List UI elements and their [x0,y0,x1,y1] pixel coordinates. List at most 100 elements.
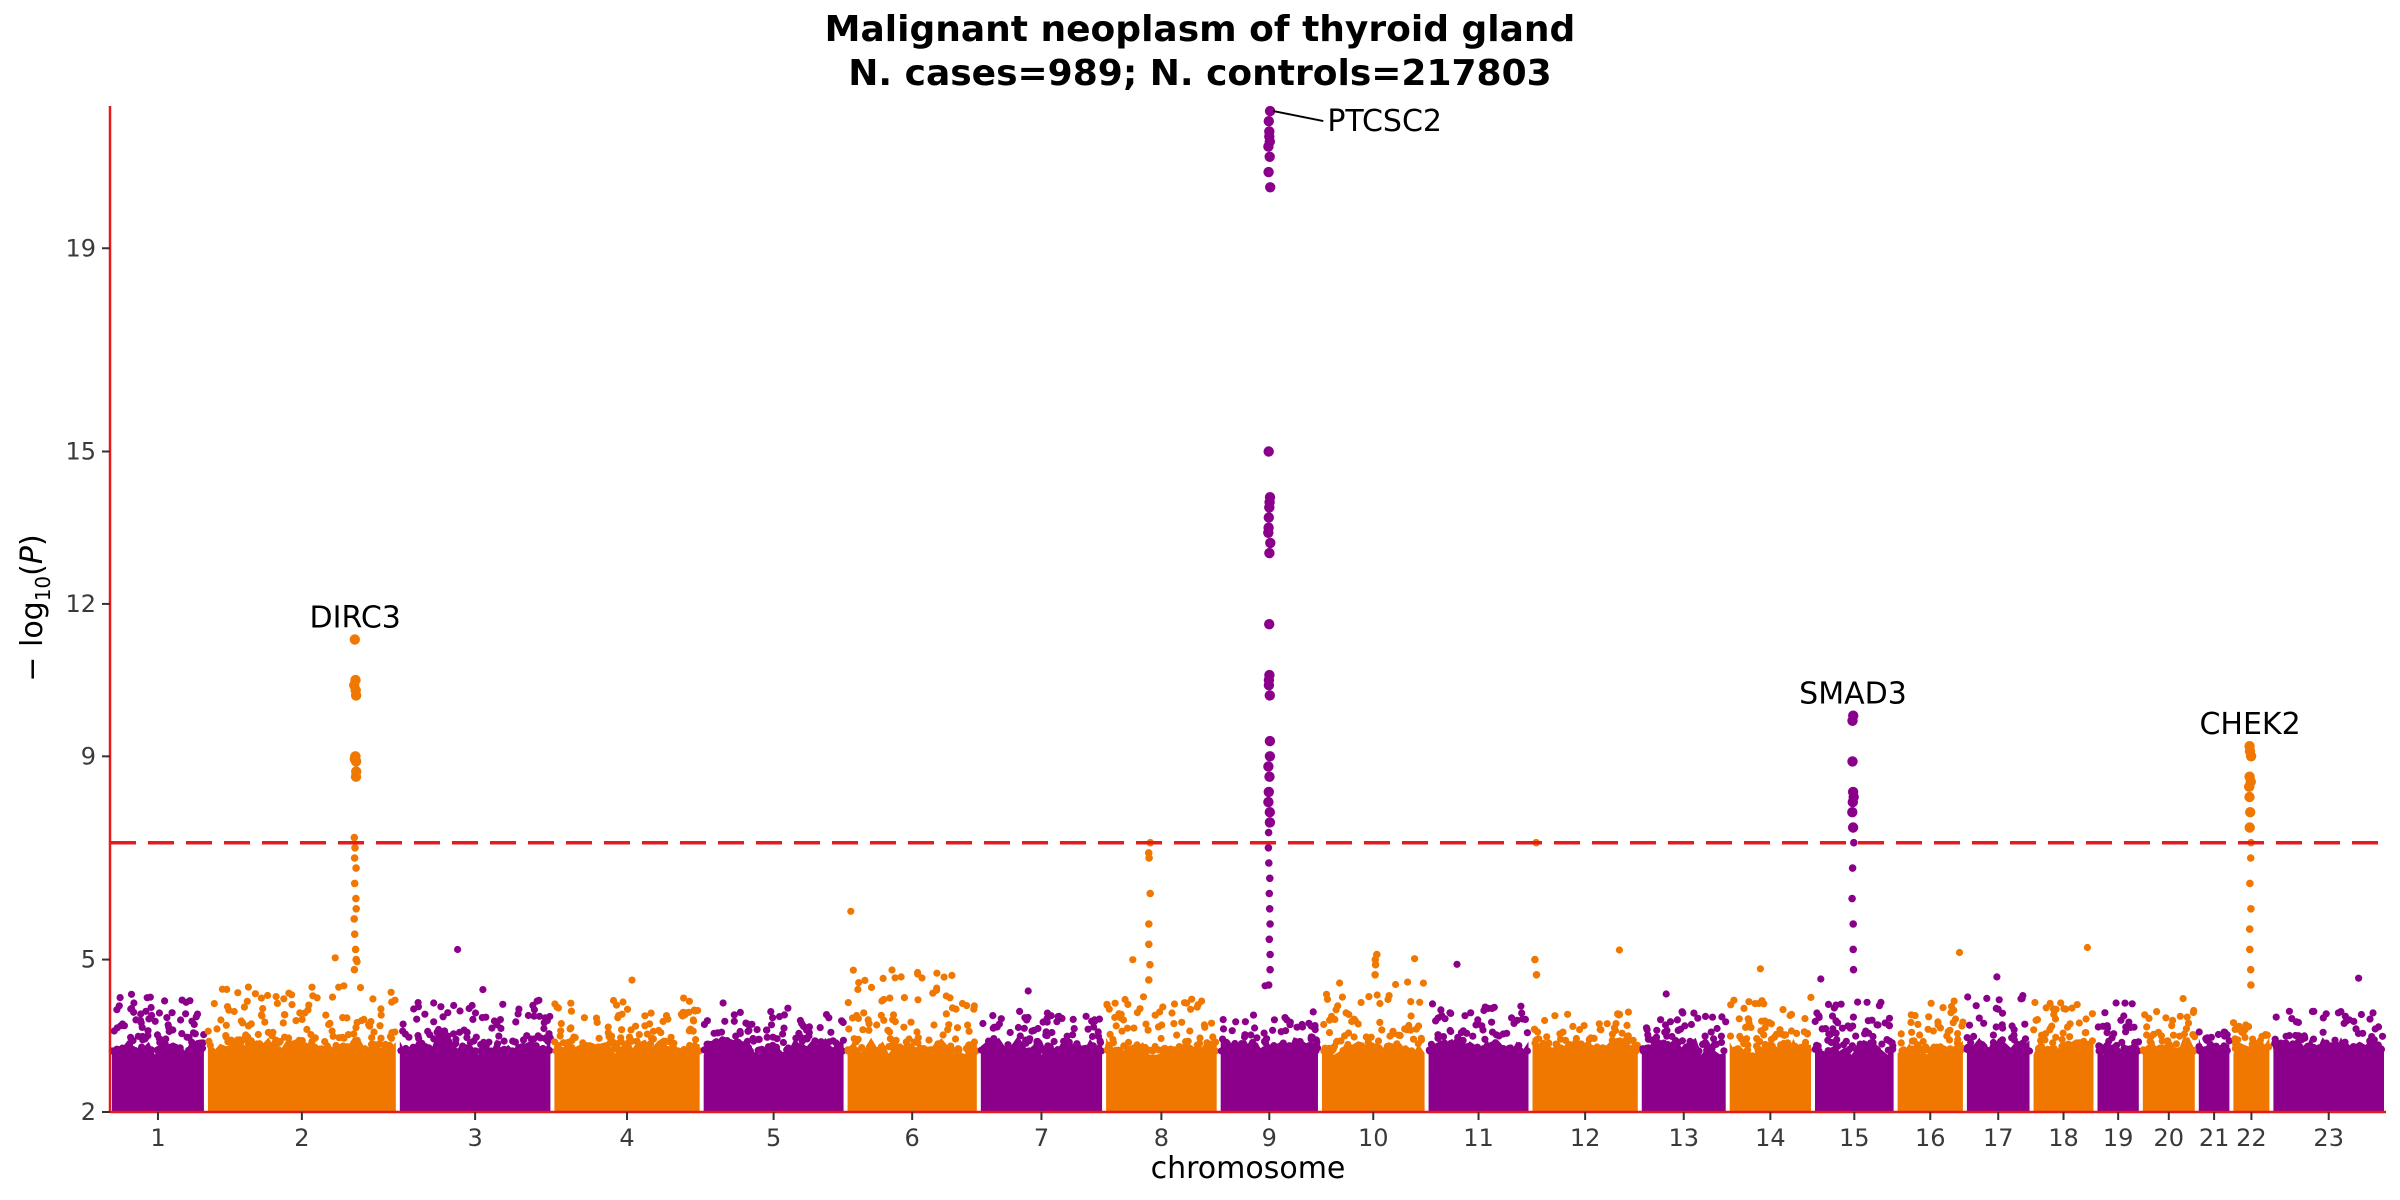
snp-point [2062,1005,2070,1013]
snp-point [827,1028,835,1036]
snp-point [779,1038,788,1047]
snp-point [1743,1047,1751,1055]
snp-point [2048,1022,2056,1030]
snp-point [1874,1021,1882,1029]
snp-point [1187,1005,1195,1013]
snp-point [669,1041,677,1049]
snp-point [2244,781,2255,792]
snp-point [1089,1047,1097,1055]
snp-point [405,1033,413,1041]
snp-point [227,1036,235,1044]
snp-point [1907,1018,1915,1026]
snp-point [2312,1046,2320,1054]
snp-point [367,1040,376,1048]
snp-point [1384,995,1392,1004]
snp-point [1328,1012,1336,1021]
snp-point [889,1011,898,1019]
chromosome-band-22 [2229,1019,2273,1112]
snp-point [424,1027,432,1035]
snp-point [1849,1013,1857,1021]
snp-point [767,1008,775,1016]
snp-point [948,971,956,980]
snp-point [1020,1024,1028,1032]
snp-point [1551,1012,1559,1020]
snp-point [1687,1039,1695,1048]
snp-point [2245,925,2254,933]
snp-point [1862,1027,1870,1035]
snp-point [1264,735,1276,747]
snp-point [1121,995,1129,1004]
snp-point [2063,1023,2072,1031]
snp-point [368,1034,376,1042]
snp-point [350,1046,358,1054]
x-tick-label: 9 [1262,1124,1277,1152]
snp-point [1624,1008,1632,1016]
snp-point [2207,1047,2215,1055]
snp-point [1336,979,1344,987]
chromosome-mass-22 [2233,1037,2270,1112]
snp-point [356,984,365,992]
snp-point [304,1006,312,1014]
snp-point [1694,1014,1702,1022]
chromosome-band-14 [1726,965,1815,1112]
snp-point [1994,1005,2002,1013]
snp-point [1195,1040,1204,1048]
snp-point [577,1047,585,1055]
snp-point [1998,1021,2006,1029]
snp-point [1833,1036,1841,1044]
snp-point [430,999,438,1007]
snp-point [328,993,337,1001]
snp-point [877,1011,885,1020]
snp-point [728,1047,736,1055]
snp-point [953,1024,962,1032]
snp-point [567,1007,576,1015]
snp-point [2095,1042,2103,1050]
snp-point [1265,182,1276,193]
snp-point [1848,894,1856,903]
snp-point [2094,1023,2102,1031]
snp-point [730,1011,738,1019]
snp-point [1652,1047,1660,1055]
snp-point [439,1013,447,1021]
snp-point [1263,141,1274,152]
snp-point [1847,796,1859,808]
snp-point [1144,1026,1152,1034]
snp-point [2125,1047,2133,1055]
snp-point [1368,1042,1376,1050]
snp-point [1557,1047,1565,1055]
snp-point [2031,998,2039,1007]
snp-point [1678,1008,1686,1016]
snp-point [204,1027,212,1035]
x-tick-label: 19 [2103,1124,2134,1152]
snp-point [188,1047,196,1055]
snp-point [1643,1026,1651,1034]
snp-point [376,1022,384,1030]
snp-point [185,1034,193,1042]
snp-point [1674,1039,1682,1047]
snp-point [2246,945,2254,954]
snp-point [178,996,186,1004]
snp-point [1404,1025,1413,1033]
peak-points [349,105,2257,989]
chromosome-mass-14 [1729,1038,1812,1112]
snp-point [130,999,138,1007]
snp-point [764,1043,773,1051]
snp-point [1016,1007,1024,1016]
snp-point [1989,1038,1997,1047]
snp-point [1344,1040,1352,1049]
chromosome-mass-4 [554,1037,700,1112]
chart-title: Malignant neoplasm of thyroid gland N. c… [0,8,2400,96]
snp-point [775,1013,784,1021]
snp-point [810,1045,818,1053]
snp-point [1434,1034,1442,1042]
snp-point [1266,1044,1274,1052]
snp-point [222,1021,230,1029]
snp-point [627,1026,635,1034]
snp-point [1653,1026,1661,1034]
snp-point [1542,1047,1550,1055]
snp-point [257,994,265,1002]
snp-point [796,1016,805,1025]
snp-point [769,1033,777,1041]
snp-point [2018,995,2026,1003]
chromosome-band-5 [700,999,848,1112]
